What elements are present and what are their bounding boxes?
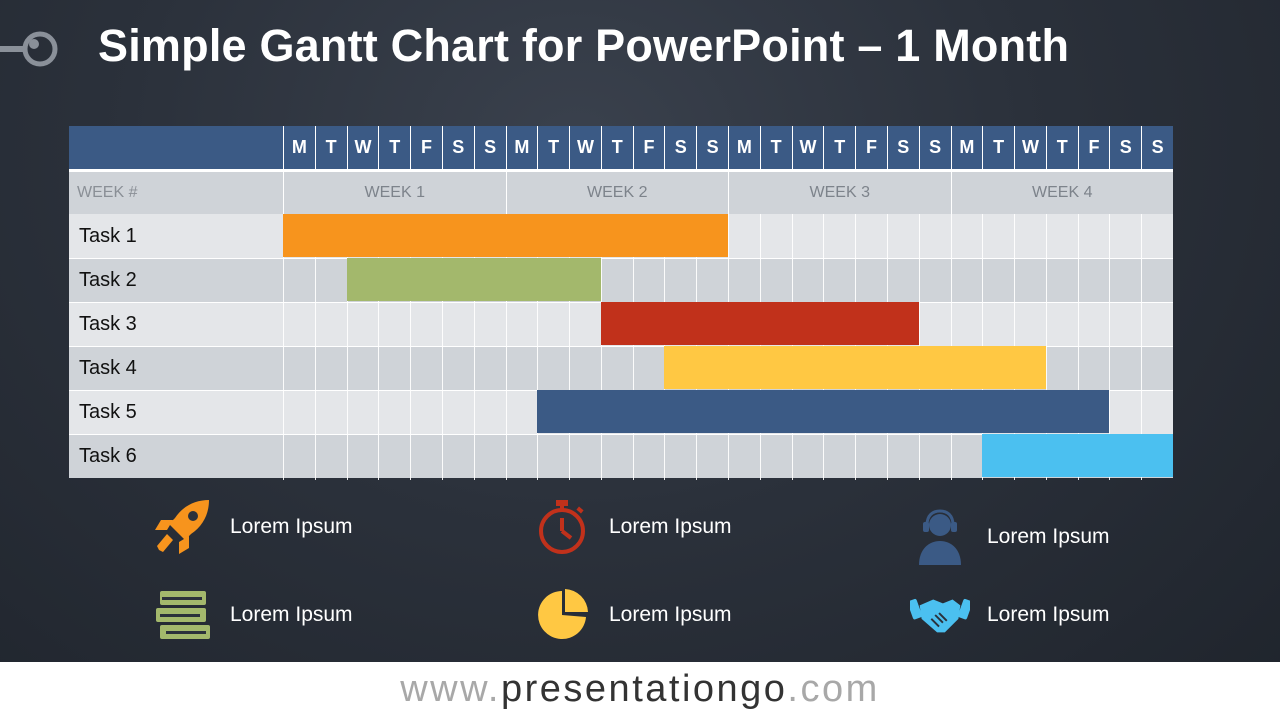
day-gridline [346,214,348,480]
task-label: Task 5 [79,401,137,423]
row-separator [69,434,1173,435]
task-label: Task 3 [79,313,137,335]
day-header-cell: T [982,126,1014,169]
support-agent-icon [910,507,970,567]
legend-label: Lorem Ipsum [230,515,353,538]
legend-item-books: Lorem Ipsum [153,585,353,645]
week-header-cell: WEEK 3 [728,172,951,214]
day-header-cell: W [791,126,824,169]
task-bar [537,390,1110,433]
day-gridline [283,214,284,480]
week-header-cell: WEEK 4 [950,172,1174,214]
day-gridline [378,214,380,480]
task-bar [982,434,1173,477]
day-header-cell: M [950,126,983,169]
task-label: Task 2 [79,269,137,291]
day-header-cell: T [759,126,792,169]
week-header-cell: WEEK 2 [505,172,729,214]
day-gridline [441,214,443,480]
day-header-cell: W [1014,126,1046,169]
row-separator [69,346,1173,347]
day-gridline [1077,214,1079,480]
week-header-cell: WEEK 1 [283,172,506,214]
day-gridline [1109,214,1111,480]
week-header-row: WEEK # WEEK 1 WEEK 2 WEEK 3 WEEK 4 [69,172,1173,214]
day-header-cell: T [600,126,633,169]
day-header-cell: S [441,126,474,169]
task-label: Task 6 [79,445,137,467]
day-gridline [632,214,634,480]
day-header-cell: S [1141,126,1173,169]
header-separator [69,169,1173,172]
legend-item-pie-chart: Lorem Ipsum [532,585,732,645]
day-gridline [600,214,602,480]
day-gridline [537,214,539,480]
day-gridline [314,214,316,480]
rocket-icon [153,497,213,557]
day-gridline [1045,214,1047,480]
legend-item-stopwatch: Lorem Ipsum [532,497,732,557]
footer-url-prefix: www. [400,668,501,710]
pie-chart-icon [532,585,592,645]
legend-label: Lorem Ipsum [609,603,732,626]
task-bar [346,258,601,301]
footer-url-suffix: .com [787,668,880,710]
day-header-cell: F [410,126,442,169]
stopwatch-icon [532,497,592,557]
day-header-cell: W [569,126,601,169]
day-gridline [1141,214,1143,480]
legend-item-rocket: Lorem Ipsum [153,497,353,557]
footer-url[interactable]: www.presentationgo.com [0,668,1280,711]
task-bar [664,346,1046,389]
day-header-cell: W [346,126,379,169]
day-header-cell: S [1109,126,1141,169]
day-header-cell: T [823,126,855,169]
week-header-label: WEEK # [77,184,138,201]
handshake-icon [910,585,970,645]
footer: www.presentationgo.com [0,662,1280,720]
legend-label: Lorem Ipsum [230,603,353,626]
day-header-cell: M [505,126,538,169]
legend-item-handshake: Lorem Ipsum [910,585,1110,645]
footer-url-domain: presentationgo [501,668,788,710]
day-header-cell: T [314,126,347,169]
legend-label: Lorem Ipsum [987,525,1110,548]
day-header-cell: T [378,126,410,169]
day-header-cell: S [886,126,919,169]
task-bar [283,214,728,257]
day-header-cell: F [855,126,887,169]
task-label: Task 1 [79,225,137,247]
day-header-cell: M [283,126,315,169]
legend-label: Lorem Ipsum [609,515,732,538]
task-bar [600,302,919,345]
day-header-cell: S [918,126,951,169]
page-title: Simple Gantt Chart for PowerPoint – 1 Mo… [98,20,1070,71]
day-header-cell: S [696,126,728,169]
presentationgo-logo-icon [0,31,58,67]
day-header-label-cell [69,126,283,169]
day-header-cell: M [728,126,760,169]
day-gridline [473,214,475,480]
legend-item-support-agent: Lorem Ipsum [910,507,1110,567]
day-gridline [410,214,412,480]
day-header-cell: F [632,126,665,169]
day-gridline [505,214,507,480]
day-header-cell: S [664,126,696,169]
books-icon [153,585,213,645]
day-header-cell: F [1077,126,1110,169]
row-separator [69,258,1173,259]
day-header-cell: T [537,126,569,169]
day-gridline [569,214,571,480]
legend-label: Lorem Ipsum [987,603,1110,626]
task-row: Task 2 [69,258,1173,302]
day-header-cell: S [473,126,506,169]
task-label: Task 4 [79,357,137,379]
day-header-cell: T [1045,126,1078,169]
